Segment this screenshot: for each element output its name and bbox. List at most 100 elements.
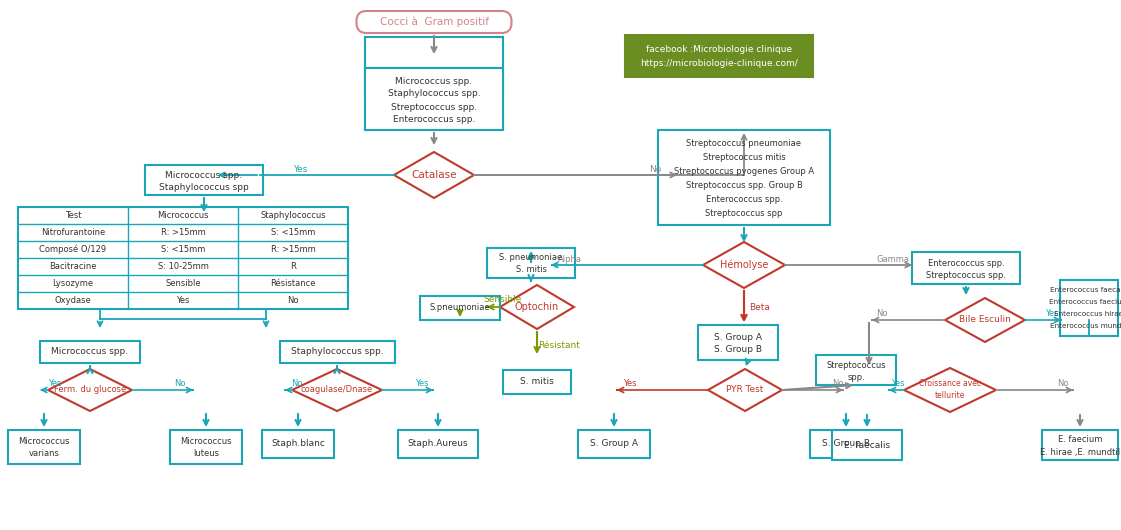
Text: https://microbiologie-clinique.com/: https://microbiologie-clinique.com/	[640, 58, 798, 67]
Text: Streptococcus spp.: Streptococcus spp.	[391, 102, 478, 111]
Text: Composé O/129: Composé O/129	[39, 245, 106, 254]
Text: Enterococcus faecium: Enterococcus faecium	[1049, 299, 1121, 305]
Text: Yes: Yes	[293, 164, 307, 173]
Polygon shape	[708, 369, 782, 411]
FancyBboxPatch shape	[40, 341, 140, 363]
FancyBboxPatch shape	[18, 207, 348, 309]
Text: Streptococcus spp: Streptococcus spp	[705, 209, 782, 218]
FancyBboxPatch shape	[658, 130, 830, 225]
Text: tellurite: tellurite	[935, 392, 965, 401]
Text: S. Group A: S. Group A	[590, 439, 638, 448]
Text: Sensible: Sensible	[165, 279, 201, 288]
Text: Staphylococcus spp.: Staphylococcus spp.	[388, 90, 480, 99]
FancyBboxPatch shape	[8, 430, 80, 464]
FancyBboxPatch shape	[912, 252, 1020, 284]
Text: E. faecium: E. faecium	[1058, 436, 1102, 445]
Text: Sensible: Sensible	[484, 295, 522, 304]
Text: Résistance: Résistance	[270, 279, 316, 288]
FancyBboxPatch shape	[503, 370, 571, 394]
Text: Bacitracine: Bacitracine	[49, 262, 96, 271]
Text: Catalase: Catalase	[411, 170, 456, 180]
Text: Micrococcus spp.: Micrococcus spp.	[52, 348, 129, 357]
Text: Croissance avec: Croissance avec	[919, 379, 981, 388]
Text: Micrococcus: Micrococcus	[180, 437, 232, 446]
Text: Streptococcus: Streptococcus	[826, 361, 886, 370]
Text: PYR Test: PYR Test	[726, 385, 763, 394]
FancyBboxPatch shape	[365, 68, 503, 130]
Text: coagulase/Dnase: coagulase/Dnase	[300, 385, 373, 394]
Text: No: No	[877, 310, 888, 319]
Text: S. Group A: S. Group A	[714, 332, 762, 341]
Text: Yes: Yes	[415, 379, 428, 388]
Text: Staphylococcus spp: Staphylococcus spp	[159, 182, 249, 191]
Text: luteus: luteus	[193, 449, 219, 458]
Text: Lysozyme: Lysozyme	[53, 279, 93, 288]
Text: E. faecalis: E. faecalis	[844, 440, 890, 449]
Text: Streptococcus spp. Group B: Streptococcus spp. Group B	[686, 181, 803, 190]
Text: R: R	[290, 262, 296, 271]
Text: S: <15mm: S: <15mm	[160, 245, 205, 254]
Text: Yes: Yes	[1045, 310, 1058, 319]
Text: Yes: Yes	[891, 379, 905, 388]
FancyBboxPatch shape	[810, 430, 882, 458]
Text: Résistant: Résistant	[538, 340, 580, 349]
Text: No: No	[287, 296, 299, 305]
Text: Beta: Beta	[750, 303, 770, 312]
Text: S: 10-25mm: S: 10-25mm	[158, 262, 209, 271]
Text: R: >15mm: R: >15mm	[160, 228, 205, 237]
Text: Enterococcus spp.: Enterococcus spp.	[927, 259, 1004, 268]
Text: S.pneumoniae: S.pneumoniae	[429, 304, 490, 313]
FancyBboxPatch shape	[578, 430, 650, 458]
FancyBboxPatch shape	[487, 248, 575, 278]
Text: Enterococcus faecalis: Enterococcus faecalis	[1050, 287, 1121, 293]
Text: Streptococcus pneumoniae: Streptococcus pneumoniae	[686, 139, 802, 148]
Polygon shape	[291, 369, 382, 411]
Text: Hémolyse: Hémolyse	[720, 260, 768, 270]
Polygon shape	[500, 285, 574, 329]
Text: Staphylococcus: Staphylococcus	[260, 211, 326, 220]
Text: Test: Test	[65, 211, 81, 220]
Text: facebook :Microbiologie clinique: facebook :Microbiologie clinique	[646, 45, 793, 54]
Text: S. mitis: S. mitis	[520, 377, 554, 386]
Text: Micrococcus: Micrococcus	[157, 211, 209, 220]
Text: Alpha: Alpha	[558, 254, 582, 263]
Text: Micrococcus spp.: Micrococcus spp.	[396, 76, 473, 85]
Text: R: >15mm: R: >15mm	[270, 245, 315, 254]
Text: Streptococcus spp.: Streptococcus spp.	[926, 270, 1006, 279]
FancyBboxPatch shape	[1060, 280, 1118, 336]
Text: Staph.Aureus: Staph.Aureus	[408, 439, 469, 448]
Text: S. pneumoniae: S. pneumoniae	[499, 253, 563, 262]
Text: Optochin: Optochin	[515, 302, 559, 312]
Text: Yes: Yes	[48, 379, 62, 388]
FancyBboxPatch shape	[365, 37, 503, 99]
Text: No: No	[174, 379, 186, 388]
FancyBboxPatch shape	[626, 35, 813, 77]
Text: Yes: Yes	[623, 379, 637, 388]
FancyBboxPatch shape	[365, 68, 503, 130]
Text: Enterococcus spp.: Enterococcus spp.	[392, 116, 475, 125]
FancyBboxPatch shape	[280, 341, 395, 363]
Text: No: No	[1057, 379, 1068, 388]
FancyBboxPatch shape	[420, 296, 500, 320]
FancyBboxPatch shape	[698, 325, 778, 360]
Polygon shape	[904, 368, 995, 412]
Polygon shape	[703, 242, 785, 288]
Text: Staph.blanc: Staph.blanc	[271, 439, 325, 448]
Text: E. hirae ,E. mundtil: E. hirae ,E. mundtil	[1040, 447, 1120, 456]
Text: Enterococcus hirae: Enterococcus hirae	[1055, 311, 1121, 317]
Text: Streptococcus pyogenes Group A: Streptococcus pyogenes Group A	[674, 167, 814, 176]
Text: Streptococcus mitis: Streptococcus mitis	[703, 154, 786, 163]
Text: S. mitis: S. mitis	[516, 266, 547, 275]
FancyBboxPatch shape	[145, 165, 263, 195]
Text: Micrococcus: Micrococcus	[18, 437, 70, 446]
Text: Nitrofurantoine: Nitrofurantoine	[40, 228, 105, 237]
Text: Yes: Yes	[176, 296, 189, 305]
Text: Oxydase: Oxydase	[55, 296, 92, 305]
FancyBboxPatch shape	[816, 355, 896, 385]
Text: Bile Esculin: Bile Esculin	[960, 315, 1011, 324]
Polygon shape	[393, 152, 474, 198]
Text: S: <15mm: S: <15mm	[271, 228, 315, 237]
Text: No: No	[832, 379, 844, 388]
FancyBboxPatch shape	[398, 430, 478, 458]
FancyBboxPatch shape	[1043, 430, 1118, 460]
